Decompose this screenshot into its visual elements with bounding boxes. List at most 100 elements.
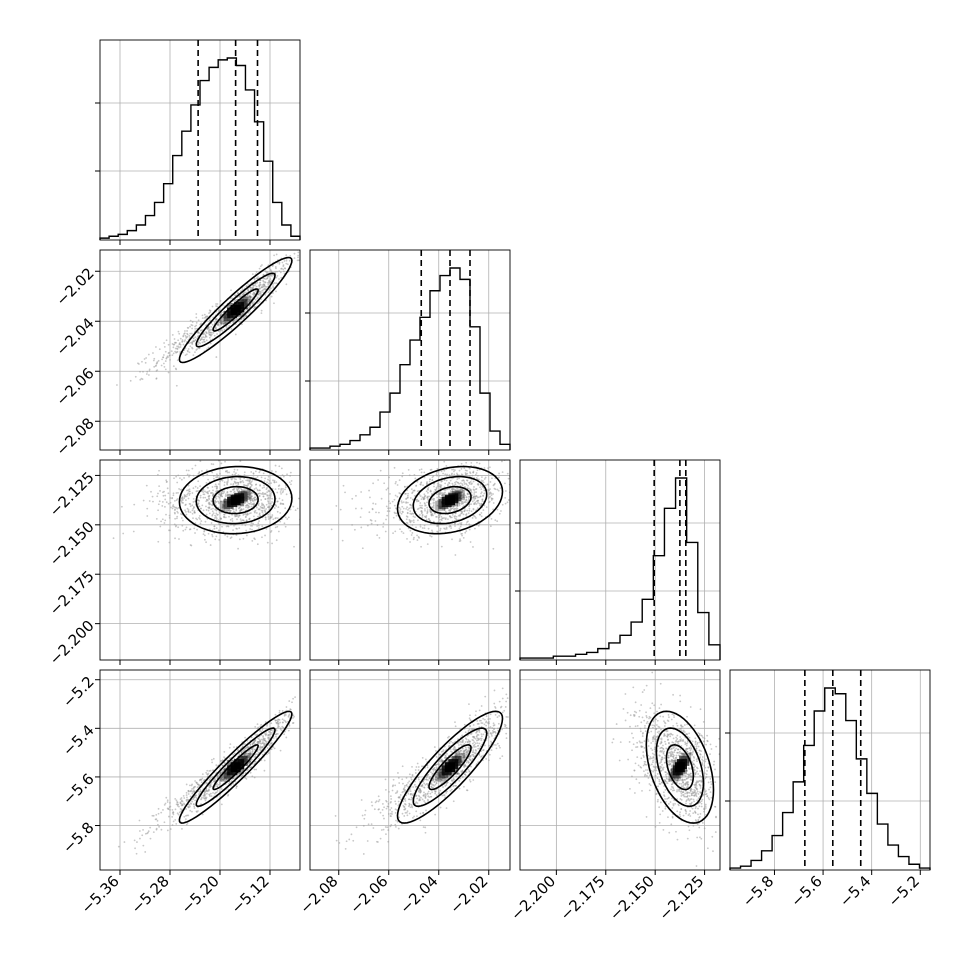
scatter-point: [233, 471, 235, 473]
scatter-point: [392, 516, 395, 519]
density-cell: [227, 493, 238, 504]
scatter-point: [470, 491, 473, 494]
scatter-point: [174, 797, 177, 800]
scatter-point: [359, 516, 362, 519]
scatter-point: [238, 514, 241, 517]
scatter-point: [454, 554, 457, 556]
scatter-point: [191, 492, 194, 494]
scatter-point: [223, 491, 226, 493]
scatter-point: [441, 492, 444, 494]
scatter-point: [222, 320, 225, 323]
scatter-point: [327, 677, 329, 679]
scatter-point: [196, 490, 199, 492]
scatter-point: [507, 499, 510, 501]
scatter-point: [226, 481, 228, 484]
scatter-point: [216, 333, 218, 335]
scatter-point: [155, 813, 158, 816]
scatter-point: [206, 769, 209, 772]
scatter-point: [195, 781, 198, 784]
scatter-point: [245, 513, 247, 516]
scatter-point: [197, 783, 199, 786]
scatter-point: [266, 486, 268, 489]
scatter-point: [440, 545, 443, 548]
scatter-point: [449, 789, 452, 792]
scatter-point: [209, 777, 212, 779]
scatter-point: [441, 480, 444, 483]
scatter-point: [306, 512, 308, 514]
contour-line: [178, 465, 293, 535]
scatter-point: [240, 488, 243, 491]
scatter-point: [169, 529, 171, 532]
scatter-point: [442, 472, 444, 475]
scatter-point: [237, 483, 240, 486]
scatter-point: [217, 483, 220, 486]
scatter-point: [483, 478, 486, 480]
scatter-point: [174, 367, 177, 370]
scatter-point: [276, 732, 279, 735]
scatter-point: [265, 508, 267, 510]
scatter-point: [171, 507, 174, 510]
scatter-point: [459, 743, 462, 746]
scatter-point: [468, 504, 471, 506]
scatter-point: [215, 487, 218, 490]
histogram-step: [99, 57, 301, 240]
scatter-point: [476, 499, 479, 502]
scatter-point: [480, 480, 483, 483]
scatter-point: [456, 487, 459, 490]
scatter-point: [368, 511, 371, 514]
scatter-point: [258, 512, 261, 515]
scatter-point: [275, 276, 278, 279]
scatter-point: [243, 513, 245, 516]
scatter-point: [189, 809, 192, 812]
density-cell: [234, 496, 245, 507]
scatter-point: [253, 768, 256, 771]
scatter-point: [426, 482, 428, 485]
scatter-point: [488, 466, 491, 469]
scatter-point: [139, 370, 141, 373]
scatter-point: [193, 805, 196, 808]
scatter-point: [408, 474, 411, 477]
scatter-point: [258, 284, 261, 287]
scatter-point: [206, 499, 208, 501]
scatter-point: [215, 303, 217, 305]
scatter-point: [385, 505, 388, 508]
scatter-point: [155, 346, 157, 348]
density-cell: [435, 500, 446, 511]
scatter-point: [172, 820, 175, 823]
scatter-point: [233, 777, 236, 780]
scatter-point: [395, 819, 397, 822]
scatter-point: [238, 527, 241, 530]
scatter-point: [179, 337, 182, 340]
scatter-point: [276, 517, 279, 520]
scatter-point: [281, 499, 284, 502]
scatter-point: [198, 471, 201, 474]
scatter-point: [219, 320, 222, 323]
scatter-point: [274, 733, 277, 736]
scatter-point: [211, 492, 214, 494]
scatter-point: [467, 520, 469, 523]
scatter-point: [475, 472, 478, 474]
scatter-point: [313, 247, 315, 249]
scatter-point: [437, 762, 440, 765]
scatter-point: [133, 839, 136, 842]
scatter-point: [468, 487, 471, 490]
scatter-point: [192, 337, 195, 340]
scatter-point: [252, 473, 255, 475]
scatter-point: [141, 360, 143, 363]
scatter-point: [169, 801, 171, 804]
scatter-point: [440, 484, 443, 487]
scatter-point: [271, 275, 273, 277]
scatter-point: [192, 454, 194, 456]
scatter-point: [427, 527, 430, 530]
scatter-point: [184, 528, 187, 531]
scatter-point: [236, 489, 239, 492]
scatter-point: [223, 509, 226, 512]
scatter-point: [494, 519, 497, 522]
scatter-point: [392, 778, 395, 781]
scatter-point: [149, 826, 152, 829]
scatter-point: [228, 515, 230, 518]
scatter-point: [253, 293, 256, 295]
scatter-point: [244, 315, 246, 318]
scatter-point: [205, 509, 208, 511]
scatter-point: [177, 330, 180, 333]
